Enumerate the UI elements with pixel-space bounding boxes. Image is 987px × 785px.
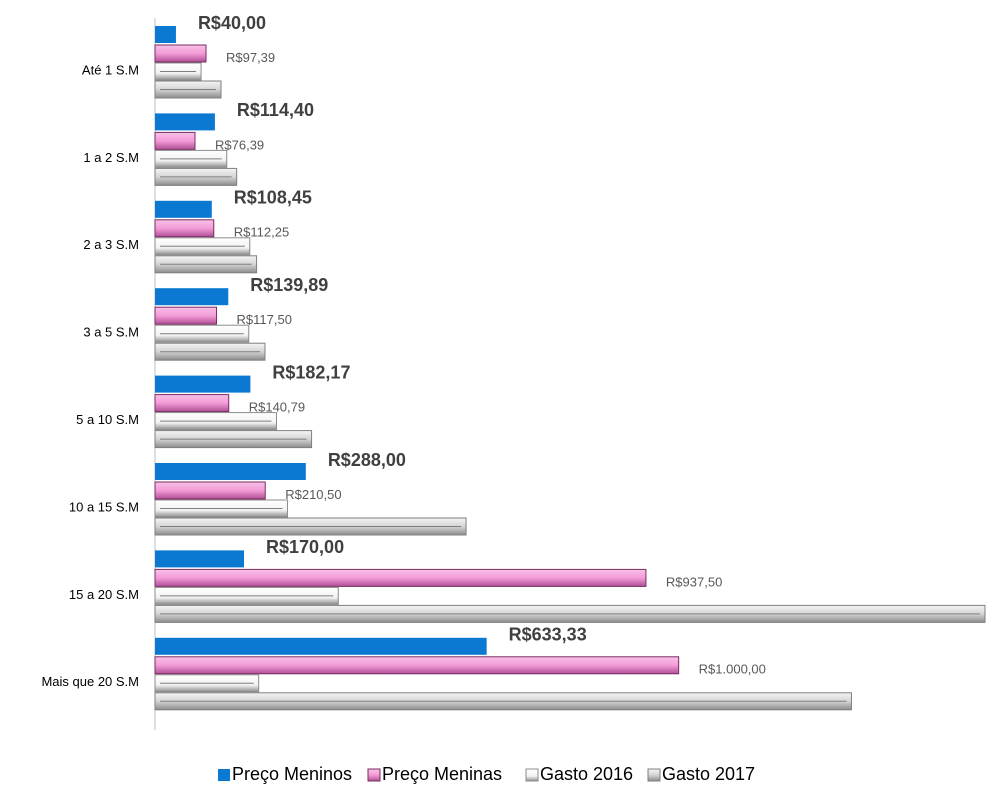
data-label: R$117,50 xyxy=(237,312,292,327)
y-tick-label: 10 a 15 S.M xyxy=(69,499,139,514)
bar xyxy=(154,481,266,500)
data-label: R$139,89 xyxy=(250,275,328,295)
bar xyxy=(154,219,215,238)
y-tick-label: Mais que 20 S.M xyxy=(41,674,139,689)
y-tick-label: 2 a 3 S.M xyxy=(83,237,139,252)
bar xyxy=(154,394,230,413)
data-label: R$633,33 xyxy=(509,625,587,645)
data-label: R$170,00 xyxy=(266,537,344,557)
legend-label: Gasto 2016 xyxy=(540,764,633,784)
bar xyxy=(155,26,176,43)
data-label: R$108,45 xyxy=(234,188,312,208)
bar xyxy=(154,131,196,150)
data-label: R$97,39 xyxy=(226,50,275,65)
bar xyxy=(155,637,487,655)
legend-label: Preço Meninos xyxy=(232,764,352,784)
legend-label: Preço Meninas xyxy=(382,764,502,784)
data-label: R$210,50 xyxy=(285,487,341,502)
data-label: R$937,50 xyxy=(666,574,722,589)
legend-swatch xyxy=(525,768,539,782)
y-tick-label: Até 1 S.M xyxy=(82,62,139,77)
bar xyxy=(155,288,229,306)
legend-label: Gasto 2017 xyxy=(662,764,755,784)
data-label: R$288,00 xyxy=(328,450,406,470)
bar xyxy=(155,113,215,131)
data-label: R$40,00 xyxy=(198,13,266,33)
bar xyxy=(154,44,207,63)
data-label: R$182,17 xyxy=(272,362,350,382)
y-tick-label: 3 a 5 S.M xyxy=(83,325,139,340)
legend-swatch xyxy=(218,769,230,781)
data-label: R$140,79 xyxy=(249,400,305,415)
bar xyxy=(154,656,680,675)
legend-swatch xyxy=(367,768,381,782)
bar xyxy=(155,375,251,393)
bar xyxy=(155,550,245,568)
bar xyxy=(155,200,212,218)
bar xyxy=(154,568,647,587)
y-tick-label: 1 a 2 S.M xyxy=(83,150,139,165)
y-tick-label: 15 a 20 S.M xyxy=(69,587,139,602)
y-tick-label: 5 a 10 S.M xyxy=(76,412,139,427)
bar xyxy=(154,306,218,325)
data-label: R$112,25 xyxy=(234,225,289,240)
legend-swatch xyxy=(647,768,661,782)
data-label: R$114,40 xyxy=(237,100,314,120)
data-label: R$1.000,00 xyxy=(699,662,766,677)
data-label: R$76,39 xyxy=(215,137,264,152)
bar xyxy=(155,463,306,480)
